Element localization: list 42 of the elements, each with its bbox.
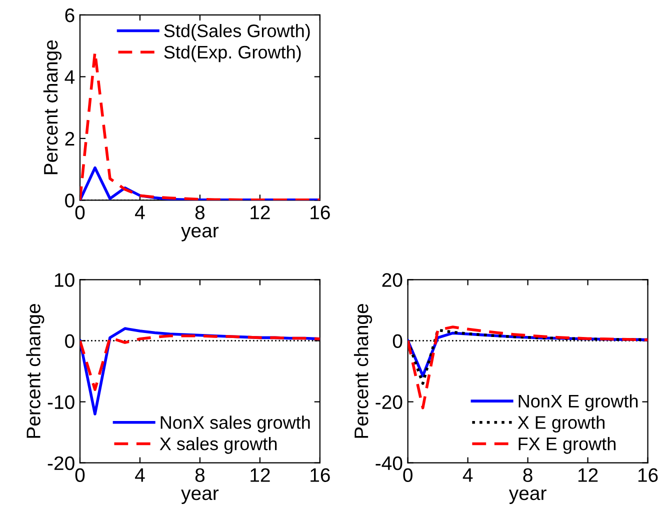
legend-label: FX E growth <box>518 436 616 454</box>
legend-label: NonX sales growth <box>160 416 310 432</box>
x-axis-title: year <box>508 489 546 504</box>
x-tick-label: 0 <box>403 468 412 482</box>
x-axis-title: year <box>181 489 219 504</box>
x-tick-label: 16 <box>638 468 658 482</box>
line-series <box>80 334 320 391</box>
y-tick-label: 20 <box>382 273 402 287</box>
y-axis-title: Percent change <box>26 304 44 438</box>
x-tick-label: 0 <box>75 206 85 220</box>
legend-label: Std(Sales Growth) <box>164 24 310 41</box>
y-tick-label: 0 <box>392 334 402 348</box>
legend-label: X E growth <box>518 416 604 432</box>
x-tick-label: 4 <box>135 468 145 482</box>
legend-label: Std(Exp. Growth) <box>164 45 301 62</box>
x-tick-label: 12 <box>250 468 270 482</box>
line-series <box>408 326 648 410</box>
y-tick-label: 10 <box>54 273 74 287</box>
y-axis-title: Percent change <box>354 304 372 438</box>
y-tick-label: 6 <box>65 8 74 22</box>
y-tick-label: 0 <box>65 334 74 348</box>
y-tick-label: 4 <box>64 70 75 84</box>
y-tick-label: -20 <box>376 395 402 410</box>
x-tick-label: 8 <box>195 468 205 482</box>
x-tick-label: 12 <box>578 468 598 482</box>
x-axis-title: year <box>181 226 219 242</box>
y-tick-label: -10 <box>48 395 74 410</box>
y-tick-label: -20 <box>48 456 74 470</box>
x-tick-label: 16 <box>310 468 330 482</box>
legend-label: X sales growth <box>160 436 277 454</box>
x-tick-label: 16 <box>310 206 330 220</box>
y-tick-label: 2 <box>65 132 74 146</box>
x-tick-label: 0 <box>75 468 85 482</box>
x-tick-label: 8 <box>523 468 532 482</box>
y-axis-title: Percent change <box>43 40 62 174</box>
x-tick-label: 4 <box>135 206 145 220</box>
y-tick-label: 0 <box>65 194 74 208</box>
x-tick-label: 4 <box>462 468 473 482</box>
y-tick-label: -40 <box>376 456 402 470</box>
x-tick-label: 12 <box>250 206 270 220</box>
x-tick-label: 8 <box>195 206 205 220</box>
legend-label: NonX E growth <box>518 394 638 412</box>
